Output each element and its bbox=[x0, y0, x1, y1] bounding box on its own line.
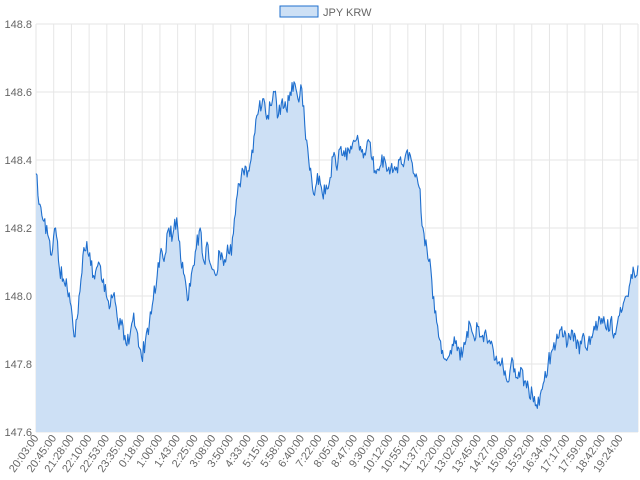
y-tick-label: 148.0 bbox=[4, 291, 32, 303]
y-tick-label: 147.6 bbox=[4, 427, 32, 439]
legend-label[interactable]: JPY KRW bbox=[323, 7, 372, 19]
series-line bbox=[35, 81, 639, 409]
y-tick-label: 147.8 bbox=[4, 359, 32, 371]
y-tick-label: 148.2 bbox=[4, 223, 32, 235]
chart-legend[interactable]: JPY KRW bbox=[279, 5, 372, 19]
y-tick-label: 148.6 bbox=[4, 87, 32, 99]
x-axis: 20:03:0020:45:0021:28:0022:10:0022:53:00… bbox=[7, 433, 626, 475]
y-tick-label: 148.8 bbox=[4, 19, 32, 31]
y-axis: 147.6 147.8 148.0 148.2 148.4 148.6 148.8 bbox=[4, 19, 32, 439]
y-tick-label: 148.4 bbox=[4, 155, 32, 167]
legend-swatch[interactable] bbox=[279, 5, 319, 18]
series-area-fill bbox=[36, 81, 638, 433]
chart-area bbox=[35, 81, 639, 433]
